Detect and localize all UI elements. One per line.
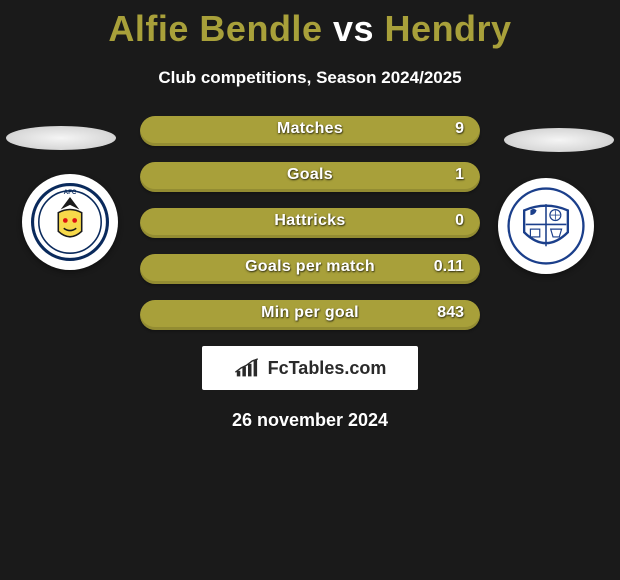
stat-value-right: 843 — [437, 304, 464, 322]
player1-name: Alfie Bendle — [108, 8, 322, 49]
subtitle: Club competitions, Season 2024/2025 — [0, 68, 620, 88]
stat-row: Goals 1 — [140, 162, 480, 192]
watermark-text: FcTables.com — [268, 358, 387, 379]
stat-row: Goals per match 0.11 — [140, 254, 480, 284]
svg-text:AFC: AFC — [64, 189, 77, 196]
stat-row: Matches 9 — [140, 116, 480, 146]
afc-wimbledon-crest-icon: AFC — [31, 183, 109, 261]
stat-value-right: 9 — [455, 120, 464, 138]
comparison-title: Alfie Bendle vs Hendry — [0, 0, 620, 50]
club-crest-right — [498, 178, 594, 274]
stat-label: Goals — [140, 166, 480, 184]
bar-chart-icon — [234, 358, 262, 378]
stats-panel: Matches 9 Goals 1 Hattricks 0 Goals per … — [140, 116, 480, 330]
stat-label: Goals per match — [140, 258, 480, 276]
decorative-ellipse-right — [504, 128, 614, 152]
stat-label: Matches — [140, 120, 480, 138]
stat-value-right: 0.11 — [434, 258, 464, 276]
watermark: FcTables.com — [202, 346, 418, 390]
stat-value-right: 0 — [455, 212, 464, 230]
tranmere-rovers-crest-icon — [507, 187, 585, 265]
decorative-ellipse-left — [6, 126, 116, 150]
vs-text: vs — [333, 8, 374, 49]
stat-label: Min per goal — [140, 304, 480, 322]
stat-row: Min per goal 843 — [140, 300, 480, 330]
player2-name: Hendry — [385, 8, 512, 49]
stat-value-right: 1 — [455, 166, 464, 184]
club-crest-left: AFC — [22, 174, 118, 270]
date: 26 november 2024 — [0, 410, 620, 431]
stat-label: Hattricks — [140, 212, 480, 230]
stat-row: Hattricks 0 — [140, 208, 480, 238]
